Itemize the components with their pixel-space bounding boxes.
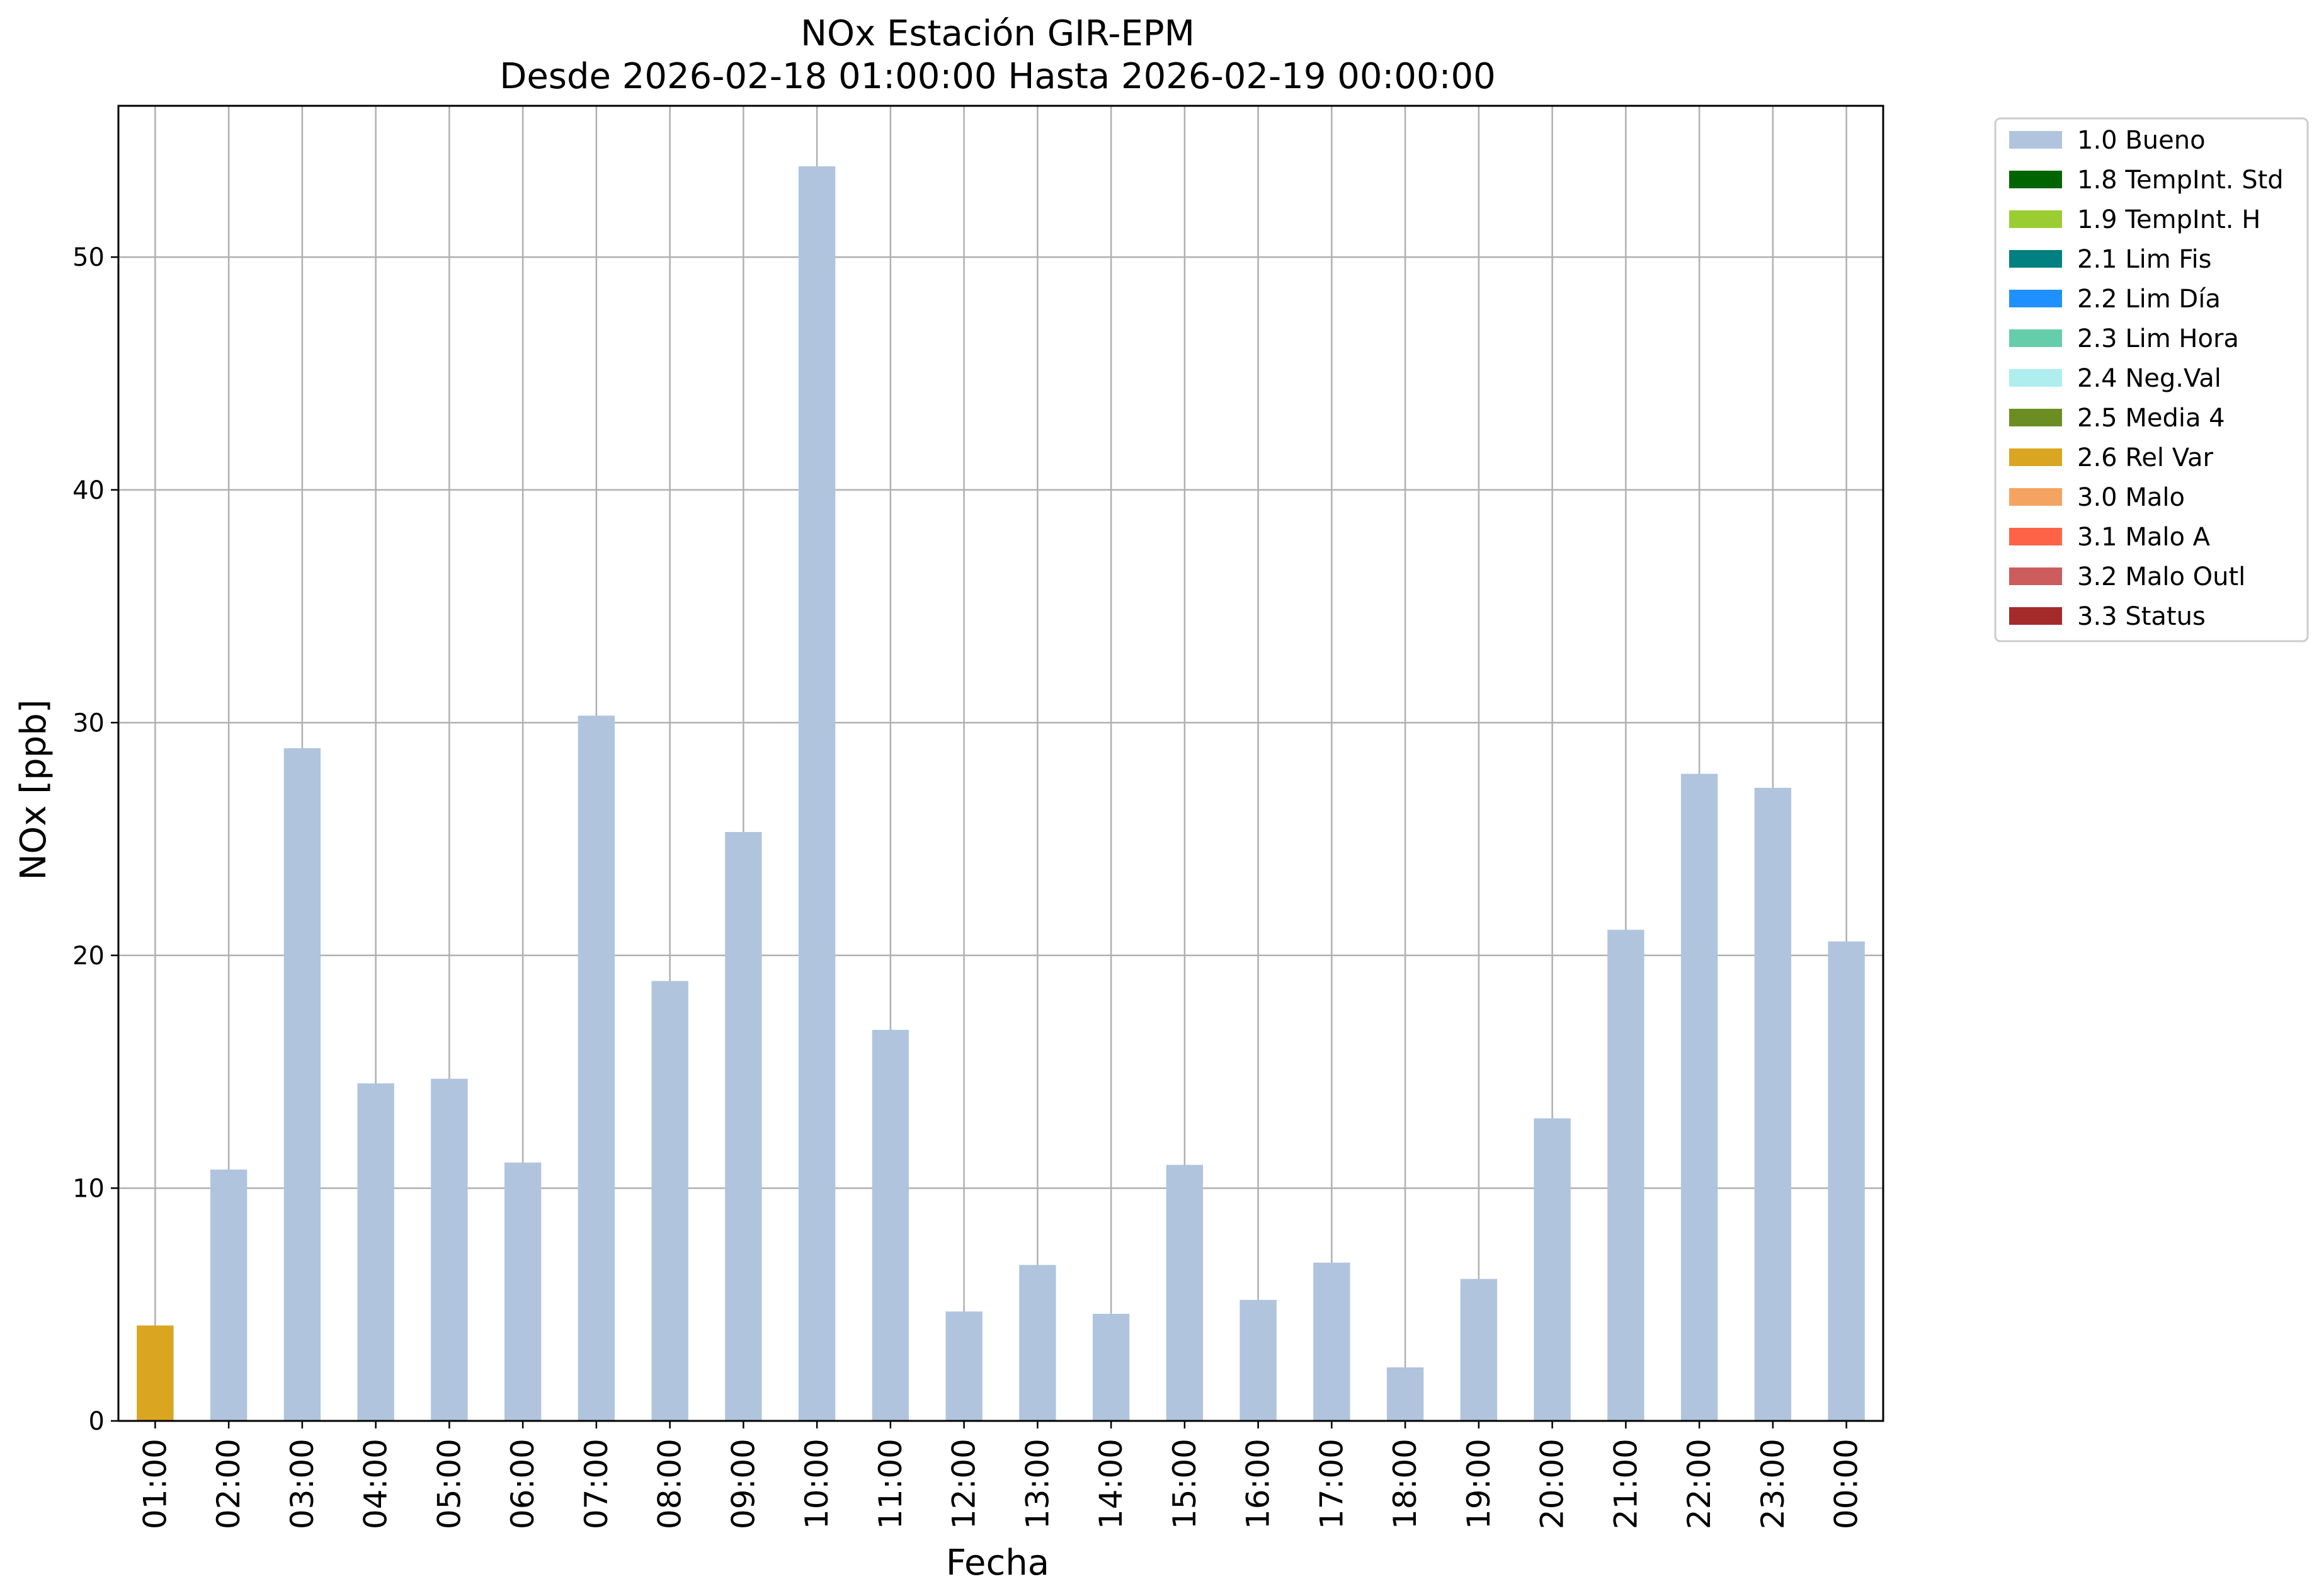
x-tick-label: 08:00 — [652, 1439, 688, 1529]
y-tick-label: 0 — [89, 1407, 105, 1436]
bar — [1680, 773, 1718, 1421]
plot-frame — [117, 105, 1884, 1422]
x-tick-label: 09:00 — [725, 1439, 761, 1529]
legend-swatch — [2009, 250, 2062, 268]
bar — [1166, 1165, 1204, 1421]
bar — [431, 1078, 468, 1421]
y-axis-label: NOx [ppb] — [13, 699, 54, 880]
bar — [725, 832, 762, 1421]
legend-swatch — [2009, 369, 2062, 387]
x-tick-label: 18:00 — [1387, 1439, 1423, 1529]
bar — [357, 1083, 394, 1421]
legend-label: 3.3 Status — [2077, 602, 2206, 631]
legend-swatch — [2009, 448, 2062, 466]
legend-label: 2.1 Lim Fis — [2077, 245, 2211, 274]
x-tick-label: 10:00 — [799, 1439, 835, 1529]
x-axis-ticks: 01:00 02:00 03:00 04:00 05:00 06:00 07:00 08:00… — [137, 1421, 1865, 1529]
legend-box — [1994, 117, 2309, 642]
legend-label: 3.1 Malo A — [2077, 523, 2211, 552]
legend: 1.0 Bueno 1.8 TempInt. Std 1.9 TempInt. H 2… — [1994, 117, 2309, 642]
y-axis-ticks: 0 10 20 30 40 50 — [72, 243, 118, 1436]
x-tick-label: 13:00 — [1019, 1439, 1056, 1529]
bar — [504, 1162, 542, 1421]
bar — [137, 1325, 174, 1421]
y-tick-label: 10 — [72, 1174, 105, 1203]
legend-label: 3.2 Malo Outl — [2077, 562, 2245, 591]
x-tick-label: 21:00 — [1607, 1439, 1644, 1529]
x-tick-label: 16:00 — [1240, 1439, 1277, 1529]
bar — [1239, 1299, 1277, 1421]
bar — [1754, 787, 1792, 1421]
bar — [1386, 1367, 1424, 1421]
legend-swatch — [2009, 329, 2062, 347]
legend-label: 2.2 Lim Día — [2077, 285, 2221, 314]
legend-swatch — [2009, 131, 2062, 149]
legend-swatch — [2009, 409, 2062, 426]
bar — [1828, 941, 1865, 1421]
legend-label: 2.4 Neg.Val — [2077, 364, 2221, 393]
bar — [578, 715, 615, 1421]
x-tick-label: 11:00 — [872, 1439, 909, 1529]
x-tick-label: 03:00 — [284, 1439, 321, 1529]
legend-swatch — [2009, 567, 2062, 585]
x-tick-label: 04:00 — [358, 1439, 394, 1529]
legend-swatch — [2009, 171, 2062, 188]
bar — [1092, 1314, 1130, 1421]
x-tick-label: 23:00 — [1755, 1439, 1791, 1529]
bar — [210, 1169, 248, 1421]
legend-label: 1.0 Bueno — [2077, 126, 2206, 155]
x-tick-label: 02:00 — [210, 1439, 247, 1529]
bar — [651, 981, 688, 1421]
y-tick-label: 50 — [72, 243, 105, 272]
x-tick-label: 12:00 — [946, 1439, 983, 1529]
y-tick-label: 20 — [72, 942, 105, 971]
x-tick-label: 17:00 — [1313, 1439, 1350, 1529]
x-tick-label: 01:00 — [137, 1439, 173, 1529]
y-tick-label: 40 — [72, 476, 105, 505]
bar — [1607, 930, 1644, 1421]
bars — [137, 166, 1865, 1421]
legend-swatch — [2009, 607, 2062, 625]
legend-label: 2.3 Lim Hora — [2077, 324, 2239, 353]
legend-swatch — [2009, 528, 2062, 545]
x-tick-label: 14:00 — [1093, 1439, 1129, 1529]
bar — [1019, 1265, 1056, 1421]
x-tick-label: 15:00 — [1166, 1439, 1203, 1529]
x-tick-label: 19:00 — [1461, 1439, 1497, 1529]
bar — [1460, 1279, 1498, 1421]
legend-label: 1.8 TempInt. Std — [2077, 166, 2284, 195]
bar — [872, 1030, 909, 1421]
legend-swatch — [2009, 210, 2062, 228]
legend-label: 3.0 Malo — [2077, 483, 2185, 512]
legend-swatch — [2009, 290, 2062, 307]
x-tick-label: 00:00 — [1828, 1439, 1865, 1529]
x-tick-label: 06:00 — [504, 1439, 541, 1529]
x-tick-label: 05:00 — [431, 1439, 467, 1529]
chart-title: NOx Estación GIR-EPM — [801, 13, 1195, 54]
legend-swatch — [2009, 488, 2062, 506]
x-axis-label: Fecha — [946, 1542, 1049, 1583]
bar — [283, 748, 321, 1421]
chart-subtitle: Desde 2026-02-18 01:00:00 Hasta 2026-02-… — [499, 56, 1496, 97]
bar — [1534, 1118, 1571, 1421]
bar — [798, 166, 836, 1421]
bar — [945, 1311, 983, 1421]
legend-label: 1.9 TempInt. H — [2077, 205, 2260, 234]
legend-label: 2.6 Rel Var — [2077, 443, 2214, 472]
x-tick-label: 07:00 — [578, 1439, 615, 1529]
x-tick-label: 20:00 — [1534, 1439, 1571, 1529]
x-tick-label: 22:00 — [1681, 1439, 1718, 1529]
bar — [1313, 1262, 1350, 1421]
legend-label: 2.5 Media 4 — [2077, 404, 2225, 433]
y-tick-label: 30 — [72, 709, 105, 738]
